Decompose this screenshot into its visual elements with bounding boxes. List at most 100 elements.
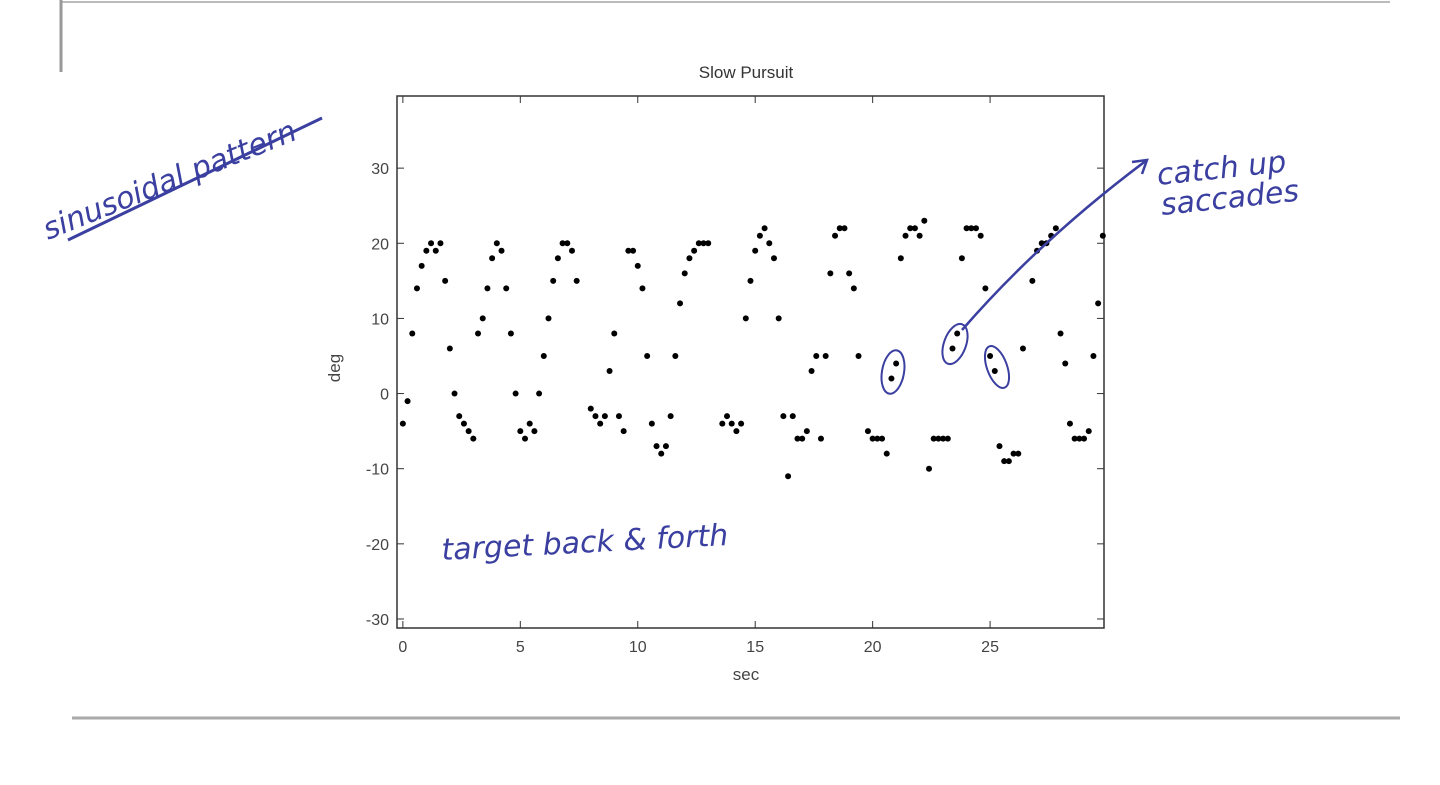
point [686, 255, 693, 262]
point [653, 443, 660, 450]
point [630, 247, 637, 254]
point [545, 315, 552, 322]
point [1057, 330, 1064, 337]
point [446, 345, 453, 352]
point [972, 225, 979, 232]
point [949, 345, 956, 352]
point [770, 255, 777, 262]
point [432, 247, 439, 254]
point [615, 413, 622, 420]
y-tick-label: 0 [380, 387, 389, 404]
annotation: sinusoidal pattern [38, 114, 302, 248]
point [911, 225, 918, 232]
point [935, 435, 942, 442]
point [864, 428, 871, 435]
point [1095, 300, 1102, 307]
point [620, 428, 627, 435]
point [930, 435, 937, 442]
point [832, 232, 839, 239]
point [451, 390, 458, 397]
point [874, 435, 881, 442]
y-tick-label: 30 [371, 161, 389, 178]
point [1005, 458, 1012, 465]
point [493, 240, 500, 247]
point [794, 435, 801, 442]
point [907, 225, 914, 232]
point [648, 420, 655, 427]
point [1029, 277, 1036, 284]
x-tick-label: 20 [864, 639, 882, 656]
point [1062, 360, 1069, 367]
point [587, 405, 594, 412]
x-axis-label: sec [733, 665, 760, 684]
point [747, 277, 754, 284]
point [1001, 458, 1008, 465]
point [1085, 428, 1092, 435]
point [1066, 420, 1073, 427]
point [597, 420, 604, 427]
point [517, 428, 524, 435]
point [733, 428, 740, 435]
point [413, 285, 420, 292]
y-axis-label: deg [325, 354, 344, 382]
point [968, 225, 975, 232]
point [921, 217, 928, 224]
point [897, 255, 904, 262]
point [503, 285, 510, 292]
point [540, 352, 547, 359]
point [606, 368, 613, 375]
circle-mark [941, 322, 969, 366]
point [418, 262, 425, 269]
point [559, 240, 566, 247]
point [813, 352, 820, 359]
point [1071, 435, 1078, 442]
point [987, 352, 994, 359]
point [465, 428, 472, 435]
point [498, 247, 505, 254]
point [658, 450, 665, 457]
point [489, 255, 496, 262]
point [484, 285, 491, 292]
point [564, 240, 571, 247]
point [639, 285, 646, 292]
point [902, 232, 909, 239]
point [836, 225, 843, 232]
x-tick-label: 25 [981, 639, 999, 656]
point [695, 240, 702, 247]
point [470, 435, 477, 442]
point [705, 240, 712, 247]
point [817, 435, 824, 442]
point [752, 247, 759, 254]
y-tick-label: -20 [366, 537, 389, 554]
point [963, 225, 970, 232]
point [601, 413, 608, 420]
point [940, 435, 947, 442]
point [738, 420, 745, 427]
point [789, 413, 796, 420]
point [883, 450, 890, 457]
underline [67, 116, 323, 242]
point [766, 240, 773, 247]
point [456, 413, 463, 420]
point [879, 435, 886, 442]
chart-title: Slow Pursuit [699, 63, 794, 82]
point [1090, 352, 1097, 359]
point [1010, 450, 1017, 457]
point [667, 413, 674, 420]
circle-mark [880, 349, 906, 395]
y-tick-label: 20 [371, 236, 389, 253]
point [991, 368, 998, 375]
point [756, 232, 763, 239]
point [404, 398, 411, 405]
point [409, 330, 416, 337]
x-tick-label: 15 [746, 639, 764, 656]
point [437, 240, 444, 247]
point [958, 255, 965, 262]
point [672, 352, 679, 359]
point [512, 390, 519, 397]
point [625, 247, 632, 254]
point [724, 413, 731, 420]
point [1081, 435, 1088, 442]
point [399, 420, 406, 427]
